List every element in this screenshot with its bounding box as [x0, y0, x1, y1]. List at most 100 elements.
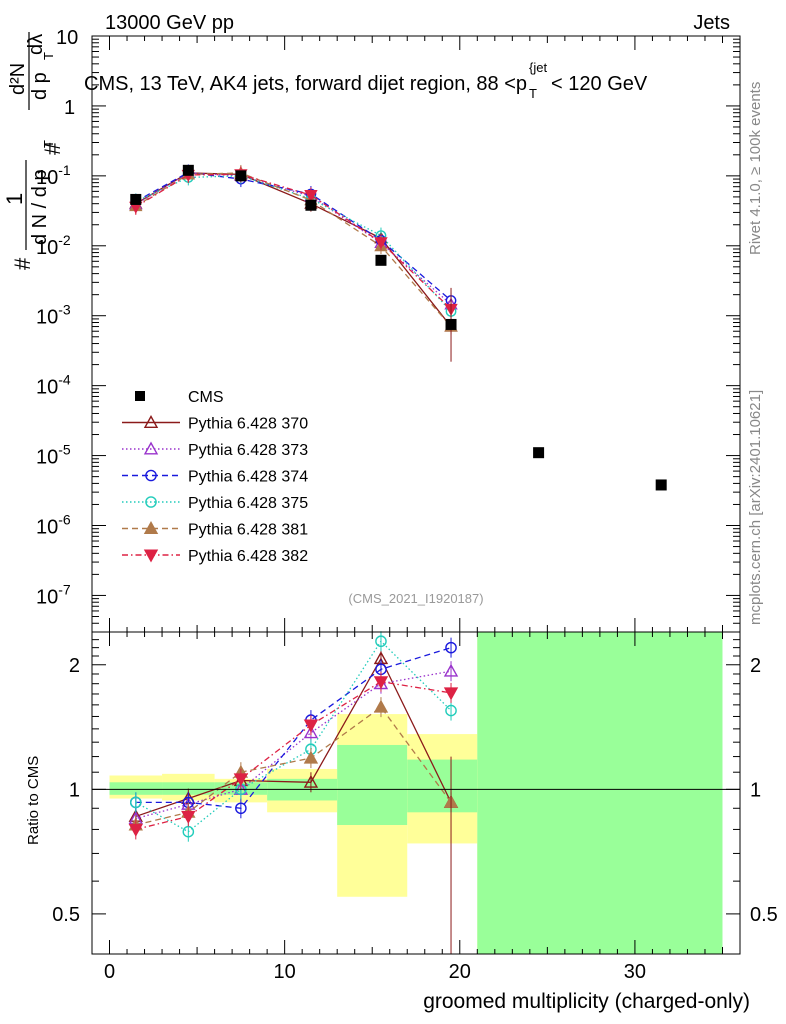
- title-sup: {jet: [529, 60, 547, 75]
- ratio-series-line: [135, 647, 452, 809]
- ratio-ytick-label-left: 1: [69, 779, 80, 801]
- main-ytick-label: 10: [56, 27, 78, 49]
- legend-marker: [143, 415, 159, 428]
- main-series-line: [135, 175, 452, 312]
- ratio-series-point: [303, 725, 319, 739]
- ratio-series-point: [129, 796, 142, 809]
- ratio-xtick-label: 20: [449, 961, 471, 983]
- ratio-series-point: [443, 687, 459, 701]
- ratio-series-point: [445, 704, 457, 717]
- legend-label: Pythia 6.428 382: [188, 548, 308, 565]
- cms-data-point: [130, 193, 142, 205]
- main-ytick-label: 10-7: [36, 581, 71, 608]
- ratio-series-point: [303, 719, 319, 733]
- ratio-band-green: [162, 782, 215, 795]
- main-ylabel: # 1 d N / d p T # d²N d p T dλ: [2, 32, 65, 270]
- ylabel-dpT: d p: [29, 72, 51, 100]
- ratio-xtick-label: 30: [624, 961, 646, 983]
- legend-label: CMS: [188, 389, 224, 406]
- cms-data-point: [533, 447, 545, 459]
- main-ytick-exp: -4: [58, 372, 71, 388]
- ratio-series-point: [375, 635, 387, 648]
- ratio-xtick-label: 10: [274, 961, 296, 983]
- ratio-frame: [91, 631, 741, 955]
- ratio-series-line: [135, 706, 452, 826]
- ratio-ylabel: Ratio to CMS: [25, 756, 42, 845]
- legend-label: Pythia 6.428 375: [188, 495, 308, 512]
- legend-marker: [143, 521, 159, 534]
- main-frame: [91, 35, 741, 633]
- ratio-series-point: [235, 802, 247, 815]
- main-ytick-exp: -6: [58, 512, 71, 528]
- legend: CMS Pythia 6.428 370 Pythia 6.428 373 Pythi…: [122, 389, 308, 565]
- cms-data-point: [655, 479, 667, 491]
- cms-data-point: [445, 318, 457, 330]
- main-series-point: [304, 190, 318, 203]
- main-ytick-exp: -2: [58, 232, 71, 248]
- legend-marker: [143, 441, 159, 455]
- legend-marker: [143, 549, 159, 563]
- ylabel-hash2: #: [40, 142, 65, 155]
- ratio-ytick-label-right: 0.5: [750, 904, 778, 926]
- main-series-point: [374, 237, 388, 250]
- ylabel-dN: d N / d p: [29, 169, 51, 245]
- ratio-band-green: [477, 632, 723, 954]
- main-ytick-exp: -7: [58, 581, 71, 597]
- legend-label: Pythia 6.428 374: [188, 469, 308, 486]
- legend-marker: [145, 469, 157, 482]
- main-ytick-label: 10-4: [36, 372, 71, 399]
- ratio-series-point: [303, 750, 319, 764]
- ratio-series-point: [128, 823, 143, 837]
- main-ytick-label: 10-6: [36, 512, 71, 539]
- ratio-panel: 0.5 0.51 12 20 10 20 30: [52, 631, 778, 983]
- header-left: 13000 GeV pp: [105, 12, 234, 34]
- main-series-line: [135, 172, 452, 327]
- ratio-series-line: [135, 640, 452, 833]
- ratio-series-point: [373, 699, 389, 713]
- main-series-line: [135, 172, 452, 327]
- ratio-series-point: [182, 825, 195, 838]
- ratio-xtick-label: 0: [104, 961, 115, 983]
- main-ytick-exp: -3: [58, 302, 71, 318]
- main-ytick-label: 10-3: [36, 302, 71, 329]
- ylabel-hash: #: [10, 257, 35, 270]
- ratio-series-point: [443, 663, 459, 677]
- ratio-band-green: [407, 759, 478, 813]
- header-right: Jets: [693, 12, 730, 34]
- ratio-series-line: [135, 681, 452, 831]
- ratio-series-point: [373, 676, 389, 690]
- ratio-series-point: [233, 773, 249, 787]
- cms-data-point: [235, 170, 247, 182]
- legend-marker-cms: [135, 391, 145, 401]
- ratio-series-point: [181, 810, 196, 824]
- main-ytick-exp: -1: [58, 162, 71, 178]
- ylabel-dl: dλ: [25, 34, 47, 55]
- ylabel-T: T: [41, 140, 56, 148]
- ratio-series-line: [135, 670, 452, 820]
- ylabel-d2N: d²N: [7, 63, 29, 95]
- legend-label: Pythia 6.428 381: [188, 522, 308, 539]
- ylabel-one: 1: [2, 193, 27, 205]
- ratio-ytick-label-right: 2: [750, 655, 761, 677]
- title-main: CMS, 13 TeV, AK4 jets, forward dijet reg…: [84, 73, 527, 95]
- main-series-line: [135, 173, 452, 310]
- ratio-ytick-label-left: 0.5: [52, 904, 80, 926]
- cms-data-point: [375, 254, 387, 266]
- ratio-ytick-label-right: 1: [750, 779, 761, 801]
- title-tail: < 120 GeV: [551, 73, 648, 95]
- legend-label: Pythia 6.428 370: [188, 416, 308, 433]
- ratio-ytick-label-left: 2: [69, 655, 80, 677]
- main-ytick-exp: -5: [58, 442, 71, 458]
- cms-data-point: [305, 199, 317, 211]
- rivet-label: Rivet 4.1.0, ≥ 100k events: [747, 82, 764, 255]
- analysis-id: (CMS_2021_I1920187): [348, 591, 483, 606]
- title-sub: T: [529, 86, 537, 101]
- svg-text:CMS, 13 TeV, AK4 jets, forward: CMS, 13 TeV, AK4 jets, forward dijet reg…: [84, 73, 527, 95]
- mcplots-label: mcplots.cern.ch [arXiv:2401.10621]: [747, 390, 764, 625]
- main-ytick-label: 10-5: [36, 442, 71, 469]
- x-axis-label: groomed multiplicity (charged-only): [423, 990, 750, 1013]
- ratio-band-green: [337, 744, 408, 825]
- legend-label: Pythia 6.428 373: [188, 442, 308, 459]
